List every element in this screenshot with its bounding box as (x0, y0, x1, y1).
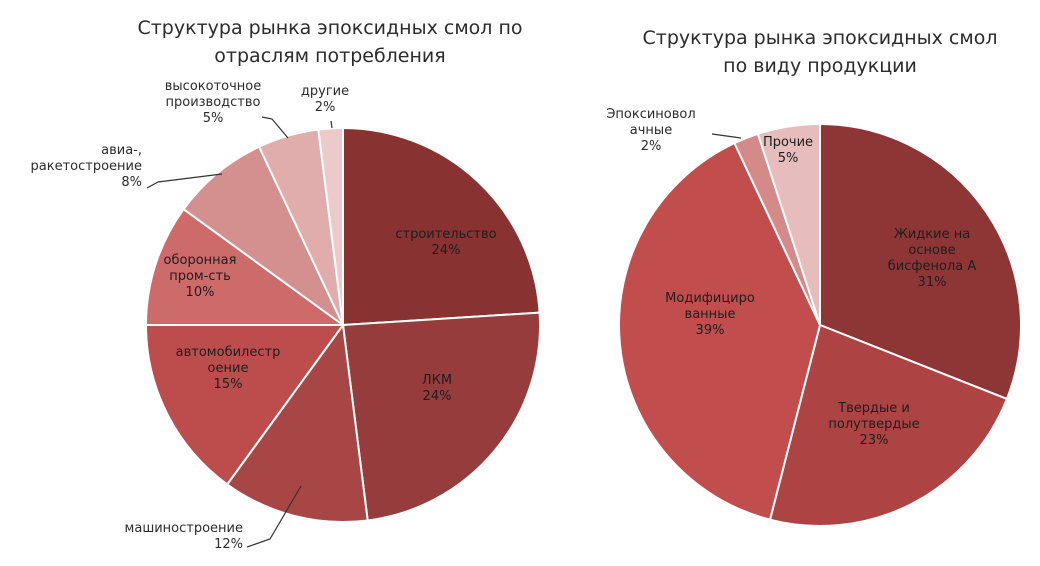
pie-slice-оборонная-пром-сть (144, 207, 347, 326)
pie-slice-модифицированные (618, 141, 822, 521)
slice-name-line: Эпоксиновол (606, 107, 695, 122)
chart-title-products: Структура рынка эпоксидных смол по виду … (600, 24, 1040, 80)
leader-line-эпоксиноволачные (711, 133, 742, 139)
slice-name-line: оборонная (164, 253, 237, 268)
data-label-жидкие-на-основе-бисфенола-а: Жидкие на основе бисфенола А 31% (888, 227, 977, 290)
slice-value: 23% (860, 433, 889, 448)
chart-title-products-line-1: Структура рынка эпоксидных смол (642, 27, 998, 49)
data-label-прочие: Прочие 5% (763, 135, 813, 166)
pie-chart-industries: строительство 24%ЛКМ 24%машиностроение 12%а… (31, 79, 541, 552)
data-label-строительство: строительство 24% (395, 227, 496, 258)
data-label-авиа-ракетостроение: авиа-, ракетостроение 8% (31, 143, 142, 190)
slice-name-line: производство (165, 95, 260, 110)
leader-line-авиа-ракетостроение (146, 173, 223, 189)
slice-value: 31% (918, 275, 947, 290)
data-label-модифицированные: Модифициро ванные 39% (665, 291, 755, 338)
chart-title-industries-line-1: Структура рынка эпоксидных смол по (137, 17, 523, 39)
pie-slice-машиностроение (225, 322, 369, 523)
slice-name-line: ачные (630, 123, 672, 138)
chart-title-industries: Структура рынка эпоксидных смол по отрас… (100, 14, 560, 70)
slice-value: 8% (121, 175, 142, 190)
data-label-оборонная-пром-сть: оборонная пром-сть 10% (164, 253, 237, 300)
slice-value: 5% (203, 111, 224, 126)
data-label-лкм: ЛКМ 24% (422, 373, 452, 404)
slice-name-line: Модифициро (665, 291, 755, 306)
pie-slice-твердые-и-полутвердые (768, 323, 1009, 527)
leader-line-машиностроение (246, 485, 302, 548)
slice-value: 5% (778, 151, 799, 166)
slice-value: 2% (641, 139, 662, 154)
data-label-машиностроение: машиностроение 12% (125, 521, 243, 552)
data-label-автомобилестроение: автомобилестр оение 15% (176, 345, 281, 392)
pie-slice-другие (317, 126, 344, 326)
slice-name-line: Жидкие на (894, 227, 970, 242)
leader-line-высокоточное-производство (261, 116, 289, 139)
slice-name-line: ванные (685, 307, 736, 322)
data-label-другие: другие 2% (301, 84, 349, 115)
pie-slice-прочие (756, 122, 821, 326)
slice-name-line: основе (908, 243, 955, 258)
slice-value: 24% (432, 243, 461, 258)
chart-title-products-line-2: по виду продукции (723, 55, 917, 77)
slice-name-line: строительство (395, 227, 496, 242)
slice-value: 39% (696, 323, 725, 338)
slice-name-line: автомобилестр (176, 345, 281, 360)
data-label-эпоксиноволачные: Эпоксиновол ачные 2% (606, 107, 695, 154)
pie-slice-лкм (341, 311, 541, 522)
slice-name-line: машиностроение (125, 521, 243, 536)
pie-slice-авиа-ракетостроение (182, 145, 344, 326)
slice-name-line: бисфенола А (888, 259, 977, 274)
slice-name-line: Твердые и (837, 401, 910, 416)
slice-value: 2% (315, 100, 336, 115)
slice-value: 15% (214, 377, 243, 392)
slice-value: 12% (214, 537, 243, 552)
slice-name-line: оение (208, 361, 249, 376)
slice-name-line: Прочие (763, 135, 813, 150)
data-label-высокоточное-производство: высокоточное производство 5% (165, 79, 262, 126)
slice-name-line: полутвердые (828, 417, 919, 432)
slice-value: 10% (186, 285, 215, 300)
slice-name-line: ракетостроение (31, 159, 142, 174)
pie-slice-автомобилестроение (144, 324, 345, 486)
leader-line-другие (330, 120, 333, 129)
slice-name-line: высокоточное (165, 79, 262, 94)
slice-name-line: ЛКМ (422, 373, 452, 388)
pie-chart-products: Жидкие на основе бисфенола А 31% Твердые и по… (606, 107, 1022, 527)
slice-name-line: пром-сть (169, 269, 231, 284)
pie-slice-строительство (342, 126, 541, 327)
pie-slice-жидкие-на-основе-бисфенола-а (819, 122, 1022, 401)
chart-title-industries-line-2: отраслям потребления (214, 45, 446, 67)
slice-name-line: авиа-, (101, 143, 142, 158)
slice-name-line: другие (301, 84, 349, 99)
slice-value: 24% (423, 389, 452, 404)
data-label-твердые-и-полутвердые: Твердые и полутвердые 23% (828, 401, 919, 448)
